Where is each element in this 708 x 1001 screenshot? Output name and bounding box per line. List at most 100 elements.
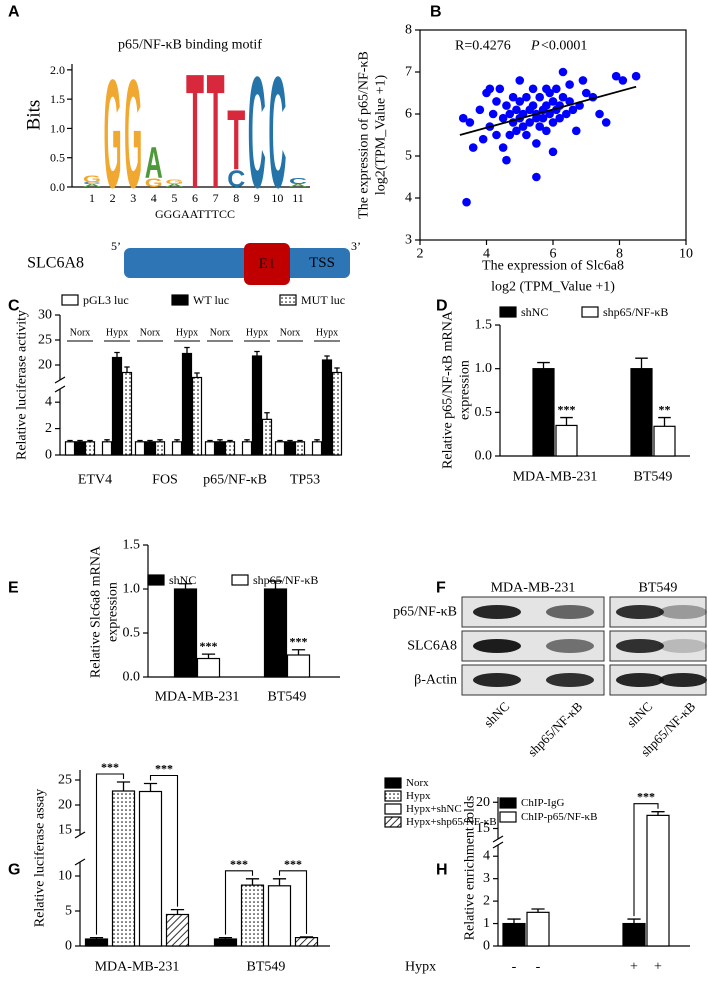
scatter-point	[631, 71, 641, 81]
consensus-sequence: GGGAATTTCC	[155, 207, 235, 221]
scatter-point	[611, 71, 621, 81]
bar	[311, 441, 323, 456]
cell-line-header: BT549	[639, 581, 678, 596]
scatter-point	[515, 76, 525, 85]
significance-bracket	[224, 870, 254, 935]
x-tick-label: 4	[483, 247, 490, 262]
legend-label: shp65/NF-κB	[253, 573, 318, 587]
error-bar	[194, 372, 200, 378]
scatter-point	[528, 84, 538, 94]
y-tick-label: 0.0	[50, 180, 65, 194]
y-tick-label: 0.5	[475, 405, 493, 420]
bar	[646, 814, 670, 947]
error-bar	[245, 878, 260, 886]
legend-label: pGL3 luc	[83, 293, 129, 307]
scatter-point	[568, 105, 578, 115]
axis-break	[54, 385, 66, 393]
bar	[196, 657, 221, 678]
subgroup-label: Hypx	[246, 328, 268, 339]
scatter-point	[498, 113, 508, 123]
panel-label: C	[8, 298, 20, 315]
x-tick-label: -	[512, 960, 517, 975]
three-prime: 3’	[351, 239, 361, 253]
y-axis-label: Relative p65/NF-κB mRNA	[441, 310, 456, 469]
scatter-point	[548, 118, 558, 127]
position-label: 11	[292, 191, 304, 205]
y-tick-label: 0	[483, 939, 490, 954]
logo-letter: T	[186, 39, 204, 221]
error-bar	[268, 580, 283, 589]
x-tick-label: 2	[417, 247, 424, 262]
logo-letter: T	[207, 39, 225, 221]
position-label: 9	[254, 191, 260, 205]
logo-letter: G	[83, 174, 101, 185]
error-bar	[651, 811, 665, 816]
error-bar	[291, 649, 306, 655]
legend-swatch	[384, 790, 402, 802]
scatter-point	[458, 113, 468, 123]
subgroup-label: Norx	[70, 328, 91, 339]
legend-label: shp65/NF-κB	[603, 305, 668, 319]
x-axis-label: The expression of Slc6a8	[482, 259, 624, 274]
logo-letter: C	[227, 166, 245, 193]
legend-swatch	[499, 306, 517, 318]
y-axis-label: expression	[458, 360, 473, 420]
bar	[101, 441, 113, 456]
legend-swatch	[581, 306, 599, 318]
legend-swatch	[61, 294, 79, 306]
error-bar	[143, 782, 158, 792]
significance: ***	[637, 790, 655, 804]
logo-letter: A	[145, 137, 163, 188]
logo-letter: G	[165, 178, 183, 185]
cell-line-header: MDA-MB-231	[491, 581, 576, 596]
legend-label: Norx	[406, 777, 429, 789]
bar	[213, 938, 238, 947]
legend-label: ChIP-p65/NF-κB	[521, 811, 597, 823]
error-bar	[201, 653, 216, 659]
y-tick-label: 20	[58, 798, 72, 813]
error-bar	[627, 918, 641, 924]
error-bar	[207, 439, 213, 442]
y-tick-label: 1	[483, 916, 490, 931]
y-axis-label: The expression of p65/NF-κB	[357, 51, 372, 219]
y-tick-label: 30	[38, 308, 52, 323]
panel-label: F	[436, 580, 446, 597]
y-tick-label: 2.0	[50, 63, 65, 77]
subgroup-label: Hypx	[106, 328, 128, 339]
error-bar	[287, 439, 293, 442]
scatter-point	[558, 67, 568, 77]
lane-label: shNC	[481, 699, 513, 731]
blot-band	[659, 639, 707, 653]
position-label: 2	[110, 191, 116, 205]
y-tick-label: 0	[45, 448, 52, 463]
legend-swatch	[279, 294, 297, 306]
scatter-point	[512, 105, 521, 115]
scatter-point	[548, 97, 558, 106]
legend-swatch	[231, 574, 249, 586]
axis-break	[74, 858, 86, 866]
bar	[284, 441, 296, 456]
y-tick-label: 6	[405, 107, 412, 122]
x-tick-label: 6	[550, 247, 557, 262]
bar	[134, 441, 146, 456]
bar	[286, 654, 311, 678]
subgroup-label: Norx	[140, 328, 161, 339]
scatter-point	[512, 126, 521, 136]
y-tick-label: 15	[58, 823, 72, 838]
stat-annotation: R=0.4276	[455, 39, 511, 54]
bar	[321, 359, 333, 456]
panel-label: E	[8, 580, 19, 597]
blot-band	[659, 605, 707, 619]
bar	[171, 441, 183, 456]
scatter-point	[525, 118, 535, 127]
tss-label: TSS	[309, 255, 335, 271]
gene-name: SLC6A8	[27, 255, 84, 272]
error-bar	[184, 346, 190, 354]
bar	[111, 790, 136, 947]
y-tick-label: 25	[58, 773, 72, 788]
y-axis-label: Bits	[24, 100, 45, 131]
scatter-point	[522, 92, 531, 102]
blot-band	[659, 673, 707, 687]
protein-label: p65/NF-κB	[393, 605, 457, 620]
scatter-point	[488, 109, 498, 119]
